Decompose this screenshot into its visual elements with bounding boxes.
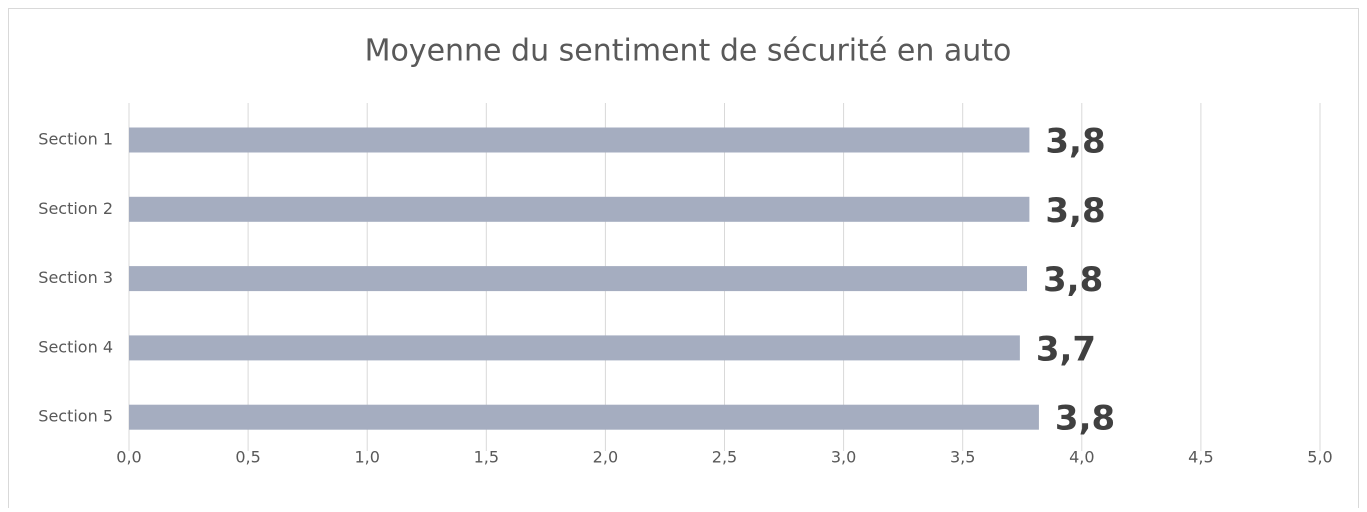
x-tick-label: 4,5 [1188,448,1213,467]
x-tick-label: 5,0 [1307,448,1332,467]
bar [129,127,1030,153]
y-tick-label: Section 3 [38,268,113,287]
data-label: 3,8 [1055,399,1115,439]
x-tick-label: 3,5 [950,448,975,467]
chart-title: Moyenne du sentiment de sécurité en auto [365,34,1012,69]
y-tick-label: Section 4 [38,337,113,356]
x-tick-label: 2,0 [593,448,618,467]
bar [129,404,1039,430]
x-tick-label: 4,0 [1069,448,1094,467]
y-tick-label: Section 1 [38,130,113,149]
bar [129,266,1028,292]
x-tick-label: 1,5 [474,448,499,467]
x-tick-label: 3,0 [831,448,856,467]
x-tick-label: 0,5 [235,448,260,467]
x-tick-label: 0,0 [116,448,141,467]
bar [129,335,1020,361]
y-tick-label: Section 2 [38,199,113,218]
data-label: 3,8 [1043,260,1103,300]
data-label: 3,8 [1045,191,1105,231]
y-tick-label: Section 5 [38,407,113,426]
data-label: 3,8 [1045,122,1105,162]
bar [129,196,1030,222]
data-label: 3,7 [1036,329,1096,369]
x-tick-label: 2,5 [712,448,737,467]
x-tick-label: 1,0 [354,448,379,467]
chart-border [8,8,1359,512]
